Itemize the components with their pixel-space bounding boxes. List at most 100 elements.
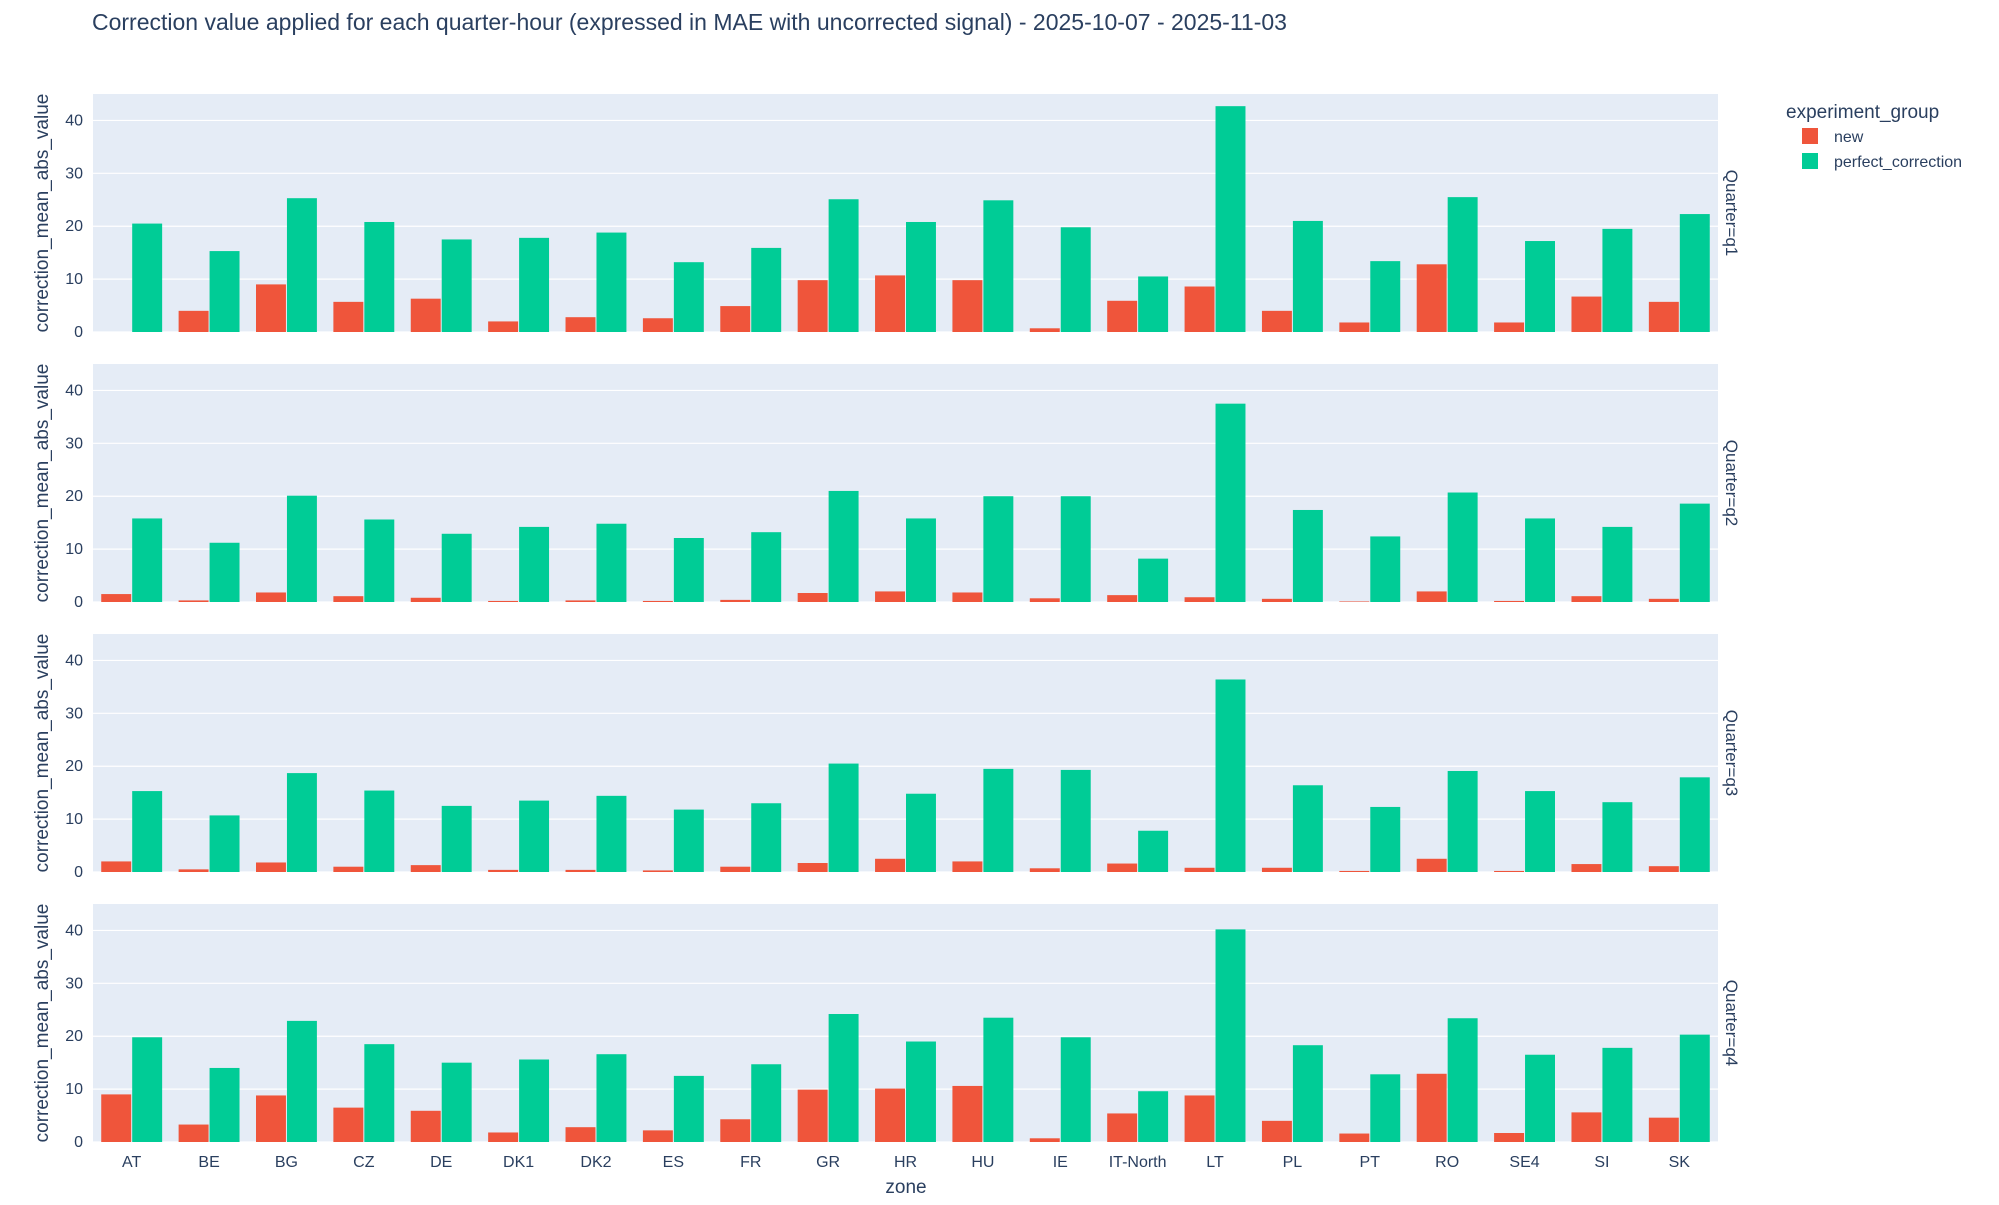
bar-new-FR[interactable] [720,1119,751,1142]
bar-perfect_correction-DK1[interactable] [519,800,550,872]
bar-new-RO[interactable] [1416,264,1447,332]
bar-new-DE[interactable] [410,865,441,872]
bar-new-GR[interactable] [797,863,828,872]
bar-new-PL[interactable] [1261,310,1292,332]
bar-new-AT[interactable] [101,861,132,872]
bar-perfect_correction-IE[interactable] [1060,227,1091,332]
bar-perfect_correction-AT[interactable] [132,223,163,332]
bar-new-GR[interactable] [797,593,828,602]
bar-perfect_correction-CZ[interactable] [364,790,395,872]
bar-perfect_correction-HU[interactable] [983,496,1014,602]
bar-new-DK1[interactable] [488,869,519,872]
bar-new-PL[interactable] [1261,1120,1292,1142]
bar-new-ES[interactable] [642,1130,673,1142]
bar-new-DK2[interactable] [565,869,596,872]
bar-perfect_correction-GR[interactable] [828,1014,859,1142]
bar-perfect_correction-BG[interactable] [286,1020,317,1142]
bar-perfect_correction-HU[interactable] [983,200,1014,332]
bar-new-PT[interactable] [1339,601,1370,602]
legend-item-perfect_correction[interactable]: perfect_correction [1802,153,1962,171]
bar-new-HR[interactable] [875,591,905,602]
bar-new-PT[interactable] [1339,870,1370,872]
bar-perfect_correction-PT[interactable] [1370,806,1401,872]
bar-new-PT[interactable] [1339,1133,1370,1142]
bar-new-IT-North[interactable] [1107,595,1138,602]
bar-new-DK1[interactable] [488,1132,519,1142]
bar-new-SK[interactable] [1648,598,1679,602]
bar-new-AT[interactable] [101,1094,132,1142]
bar-perfect_correction-SE4[interactable] [1525,791,1555,872]
bar-perfect_correction-LT[interactable] [1215,403,1246,602]
bar-perfect_correction-DE[interactable] [441,805,472,872]
bar-perfect_correction-IT-North[interactable] [1138,558,1169,602]
bar-perfect_correction-PL[interactable] [1292,220,1323,332]
bar-new-FR[interactable] [720,599,751,602]
bar-new-DK2[interactable] [565,1127,596,1142]
bar-perfect_correction-PT[interactable] [1370,536,1401,602]
bar-new-SI[interactable] [1571,1112,1602,1142]
bar-new-SE4[interactable] [1494,322,1525,332]
bar-perfect_correction-SE4[interactable] [1525,1054,1555,1142]
bar-perfect_correction-PL[interactable] [1292,1045,1323,1142]
bar-new-LT[interactable] [1184,597,1215,602]
bar-new-DE[interactable] [410,1110,441,1142]
bar-perfect_correction-HR[interactable] [906,518,936,602]
bar-perfect_correction-DK2[interactable] [596,795,627,872]
bar-perfect_correction-RO[interactable] [1447,492,1478,602]
bar-perfect_correction-LT[interactable] [1215,929,1246,1142]
bar-perfect_correction-HU[interactable] [983,1017,1014,1142]
bar-new-ES[interactable] [642,318,673,332]
bar-new-FR[interactable] [720,866,751,872]
bar-new-LT[interactable] [1184,286,1215,332]
bar-perfect_correction-HR[interactable] [906,1041,936,1142]
bar-perfect_correction-DK2[interactable] [596,1054,627,1142]
bar-perfect_correction-FR[interactable] [751,1064,782,1142]
bar-perfect_correction-SK[interactable] [1679,1034,1710,1142]
bar-perfect_correction-IE[interactable] [1060,769,1091,872]
bar-perfect_correction-SK[interactable] [1679,777,1710,872]
bar-perfect_correction-FR[interactable] [751,247,782,332]
bar-perfect_correction-SE4[interactable] [1525,241,1555,332]
bar-new-CZ[interactable] [333,1107,364,1142]
bar-new-CZ[interactable] [333,866,364,872]
bar-perfect_correction-DE[interactable] [441,239,472,332]
bar-new-BG[interactable] [256,862,286,872]
bar-new-AT[interactable] [101,594,132,602]
bar-perfect_correction-BE[interactable] [209,815,240,872]
bar-perfect_correction-PL[interactable] [1292,785,1323,872]
bar-new-DE[interactable] [410,298,441,332]
bar-new-PL[interactable] [1261,867,1292,872]
bar-perfect_correction-GR[interactable] [828,199,859,332]
bar-new-DK1[interactable] [488,600,519,602]
bar-perfect_correction-DE[interactable] [441,1062,472,1142]
bar-perfect_correction-IT-North[interactable] [1138,1091,1169,1142]
bar-perfect_correction-BG[interactable] [286,773,317,872]
bar-new-LT[interactable] [1184,1095,1215,1142]
legend-item-new[interactable]: new [1802,128,1864,146]
bar-new-BE[interactable] [178,869,209,872]
bar-new-HR[interactable] [875,1088,905,1142]
bar-new-IE[interactable] [1029,598,1060,602]
bar-perfect_correction-RO[interactable] [1447,1018,1478,1142]
bar-perfect_correction-ES[interactable] [673,1075,704,1142]
bar-perfect_correction-BE[interactable] [209,1067,240,1142]
legend[interactable]: experiment_group new perfect_correction [1786,102,1962,171]
bar-perfect_correction-SI[interactable] [1602,1047,1633,1142]
bar-perfect_correction-HR[interactable] [906,793,936,872]
bar-new-BG[interactable] [256,284,286,332]
bar-perfect_correction-DK2[interactable] [596,232,627,332]
bar-perfect_correction-FR[interactable] [751,532,782,602]
bar-new-GR[interactable] [797,280,828,332]
bar-perfect_correction-IT-North[interactable] [1138,276,1169,332]
bar-perfect_correction-FR[interactable] [751,803,782,872]
bar-new-HU[interactable] [952,861,983,872]
bar-new-HU[interactable] [952,280,983,332]
bar-perfect_correction-DK1[interactable] [519,1059,550,1142]
bar-new-IT-North[interactable] [1107,300,1138,332]
bar-new-SK[interactable] [1648,866,1679,872]
bar-new-HU[interactable] [952,1085,983,1142]
bar-new-RO[interactable] [1416,1073,1447,1142]
bar-perfect_correction-LT[interactable] [1215,679,1246,872]
bar-new-SE4[interactable] [1494,1133,1525,1142]
bar-new-IE[interactable] [1029,868,1060,872]
